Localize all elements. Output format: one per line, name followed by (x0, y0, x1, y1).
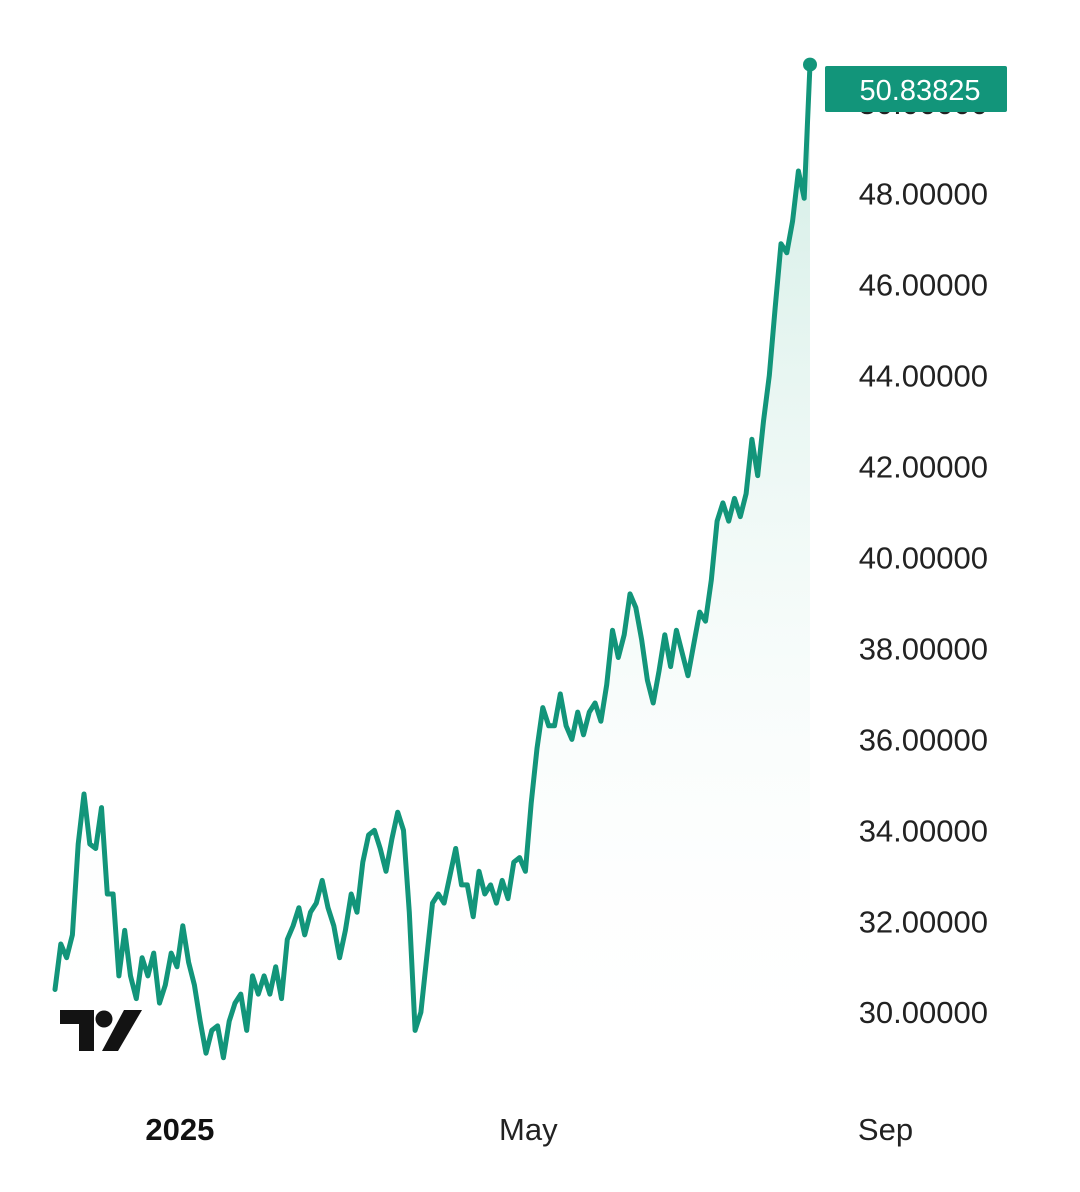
y-tick-label: 30.00000 (859, 995, 988, 1030)
series-line[interactable] (52, 62, 813, 1061)
y-tick-label: 46.00000 (859, 268, 988, 303)
last-price-badge: 50.83825 (825, 66, 1007, 112)
y-tick-label: 38.00000 (859, 631, 988, 666)
y-tick-label: 34.00000 (859, 813, 988, 848)
tradingview-logo-icon[interactable] (60, 1010, 142, 1051)
y-tick-label: 36.00000 (859, 722, 988, 757)
last-price-point[interactable] (803, 57, 817, 72)
x-axis-ticks: 2025 May Sep (145, 1112, 913, 1147)
y-tick-label: 32.00000 (859, 904, 988, 939)
logo-slash-shape (102, 1010, 142, 1051)
last-price-label: 50.83825 (860, 75, 981, 107)
y-axis-ticks: 30.00000 32.00000 34.00000 36.00000 38.00000… (859, 86, 988, 1030)
logo-bar-shape (60, 1010, 94, 1051)
area-fill (55, 64, 810, 1086)
y-tick-label: 40.00000 (859, 541, 988, 576)
y-tick-label: 44.00000 (859, 359, 988, 394)
logo-dot-shape (95, 1010, 113, 1028)
y-tick-label: 42.00000 (859, 450, 988, 485)
x-tick-label: Sep (858, 1112, 913, 1147)
x-tick-label: 2025 (145, 1112, 214, 1147)
y-tick-label: 48.00000 (859, 177, 988, 212)
last-price-badge-background (825, 66, 1007, 112)
x-tick-label: May (499, 1112, 558, 1147)
